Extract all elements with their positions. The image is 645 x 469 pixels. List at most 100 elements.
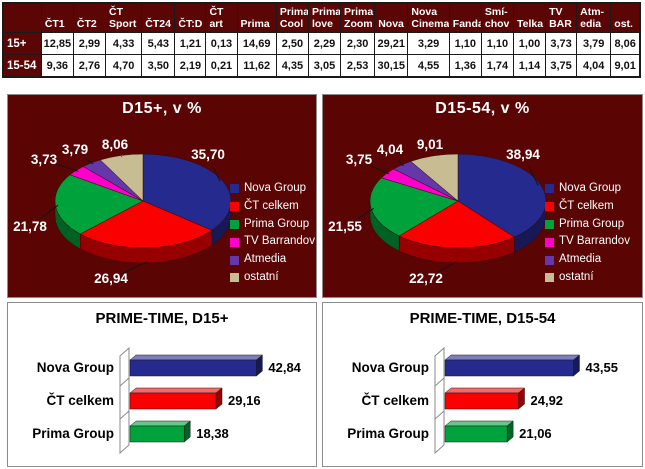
pie-data-label: 3,73 — [31, 152, 58, 167]
bar-value-label: 43,55 — [585, 360, 618, 375]
pie-data-label: 8,06 — [102, 137, 129, 152]
column-header-prima-love: Prima love — [307, 2, 342, 34]
share-value-cell: 4,55 — [407, 54, 450, 78]
pie-chart-title-d15plus: D15+, v % — [122, 100, 202, 117]
share-value-cell: 4,33 — [104, 32, 143, 56]
share-value-cell: 8,06 — [610, 32, 641, 56]
share-value-cell: 2,50 — [275, 32, 309, 56]
legend-label: Prima Group — [244, 217, 310, 230]
bar — [129, 425, 185, 443]
bar — [129, 392, 217, 410]
share-value-cell: 3,75 — [545, 54, 578, 78]
share-value-cell: 30,15 — [374, 54, 409, 78]
legend-label: Prima Group — [559, 217, 625, 230]
pie-label-leader — [39, 204, 59, 220]
pie-data-label: 26,94 — [94, 271, 128, 286]
legend-label: Nova Group — [559, 182, 622, 194]
bar-chart-primetime-d15plus: Nova Group 42,84 ČT celkem 29,16 Prima Group… — [32, 346, 302, 455]
bar-chart-title-d15-54: PRIME-TIME, D15-54 — [409, 310, 556, 327]
row-label: 15-54 — [2, 54, 42, 78]
legend-label: Atmedia — [244, 253, 287, 266]
pie-data-label: 4,04 — [377, 142, 404, 157]
axis-wall-divider — [434, 377, 445, 387]
legend-label: ostatní — [559, 270, 594, 283]
legend-item: Atmedia — [545, 253, 630, 267]
pie-chart-d15plus: 35,70 26,94 21,78 3,73 3,79 8,06 — [13, 137, 232, 286]
share-value-cell: 14,69 — [236, 32, 277, 56]
legend-swatch — [545, 273, 554, 283]
column-header-nova: Nova — [374, 2, 409, 34]
bar-top-face — [129, 354, 264, 361]
pie-label-leader — [398, 159, 404, 167]
bar-top-face — [444, 420, 514, 427]
bar — [444, 359, 574, 377]
share-value-cell: 1,21 — [174, 32, 207, 56]
bar-category-label: ČT celkem — [361, 393, 429, 408]
share-value-cell: 29,21 — [374, 32, 409, 56]
legend-item: ostatní — [545, 271, 630, 285]
pie-data-label: 3,75 — [346, 152, 373, 167]
pie-data-label: 21,55 — [328, 219, 362, 234]
pie-slice — [142, 153, 232, 231]
column-header-prima-cool: Prima Cool — [275, 2, 309, 34]
table-corner-cell — [2, 2, 42, 34]
share-value-cell: 2,76 — [72, 54, 107, 78]
share-value-cell: 3,05 — [307, 54, 342, 78]
legend-swatch — [545, 219, 554, 229]
pie-legend-d15plus: Nova Group ČT celkem Prima Group TV Barrand… — [230, 182, 315, 289]
bar-value-label: 29,16 — [228, 393, 261, 408]
legend-item: Prima Group — [545, 218, 630, 232]
bar-category-label: Prima Group — [32, 426, 114, 441]
legend-item: TV Barrandov — [230, 235, 315, 249]
legend-swatch — [230, 219, 239, 229]
legend-swatch — [230, 202, 239, 212]
share-value-cell: 1,10 — [448, 32, 482, 56]
share-value-cell: 1,00 — [512, 32, 547, 56]
legend-item: ČT celkem — [545, 200, 630, 214]
share-value-cell: 11,62 — [236, 54, 277, 78]
share-value-cell: 2,29 — [307, 32, 342, 56]
legend-item: Prima Group — [230, 218, 315, 232]
bar-category-label: ČT celkem — [46, 393, 114, 408]
share-value-cell: 9,01 — [610, 54, 641, 78]
pie-slice — [54, 174, 144, 235]
legend-swatch — [545, 255, 554, 265]
column-header-prima: Prima — [236, 2, 277, 34]
column-header--t-sport: ČT Sport — [104, 2, 143, 34]
column-header-sm-chov: Smí-chov — [480, 2, 514, 34]
axis-wall-divider — [434, 410, 445, 420]
pie-label-leader — [370, 165, 390, 175]
share-value-cell: 4,04 — [576, 54, 612, 78]
pie-label-leader — [122, 261, 148, 274]
column-header--t1: ČT1 — [40, 2, 74, 34]
legend-label: Nova Group — [244, 182, 307, 194]
bar-top-face — [129, 420, 191, 427]
pie-slice — [369, 177, 459, 237]
table-row-15-54: 15-54 9,36 2,76 4,70 3,50 2,19 0,21 11,62 4,35 3,… — [2, 54, 641, 78]
pie-panel-d15plus: 35,70 26,94 21,78 3,73 3,79 8,06 D15+, v % No… — [7, 94, 317, 298]
bar-value-label: 24,92 — [531, 393, 564, 408]
share-value-cell: 0,21 — [205, 54, 238, 78]
share-value-cell: 2,19 — [174, 54, 207, 78]
share-value-cell: 0,13 — [205, 32, 238, 56]
column-header-telka: Telka — [512, 2, 547, 34]
bar-chart-title-d15plus: PRIME-TIME, D15+ — [95, 310, 229, 327]
bar-category-label: Nova Group — [37, 360, 114, 375]
legend-item: Nova Group — [230, 182, 315, 196]
pie-slice — [457, 153, 547, 238]
share-value-cell: 12,85 — [40, 32, 74, 56]
share-value-cell: 5,43 — [141, 32, 176, 56]
row-label: 15+ — [2, 32, 42, 56]
bar-top-face — [444, 354, 581, 361]
legend-item: ostatní — [230, 271, 315, 285]
pie-slice — [410, 153, 459, 202]
pie-data-label: 21,78 — [13, 219, 47, 234]
legend-swatch — [230, 184, 239, 194]
legend-label: ostatní — [244, 270, 279, 283]
pie-data-label: 38,94 — [506, 147, 540, 162]
column-header--t-d: ČT:D — [174, 2, 207, 34]
pie-data-label: 3,79 — [62, 142, 88, 157]
pie-label-leader — [355, 207, 375, 221]
axis-wall-divider — [119, 410, 130, 420]
